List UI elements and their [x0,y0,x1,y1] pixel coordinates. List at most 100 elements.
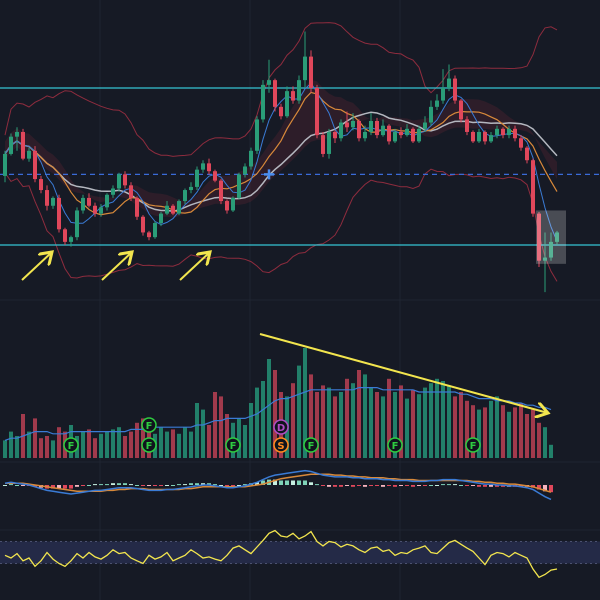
candle [147,230,151,241]
candle-body [393,131,397,142]
candle [27,147,31,162]
candle-body [159,213,163,224]
macd-histogram-bar [261,480,265,485]
macd-histogram-bar [117,483,121,485]
candle [195,166,199,191]
candle [441,69,445,104]
volume-bar [237,418,241,458]
candle [555,230,559,245]
volume-bar [351,383,355,458]
volume-bar [471,405,475,458]
volume-bar [489,400,493,458]
candle [111,185,115,198]
candle [507,125,511,139]
candle-body [117,174,121,189]
macd-histogram-bar [111,483,115,485]
macd-histogram-bar [93,484,97,486]
candle-body [219,180,223,202]
bollinger-upper [4,22,558,157]
macd-histogram-bar [381,485,385,487]
volume-bar [417,394,421,458]
macd-histogram-bar [471,485,475,486]
macd-histogram-bar [357,485,361,486]
signal-marker-s: S [273,437,289,453]
macd-histogram-bar [153,485,157,486]
macd-histogram-bar [87,485,91,486]
candle-body [69,237,73,242]
volume-bar [423,387,427,458]
candle-body [501,128,505,136]
candle [51,196,55,209]
candle-body [303,56,307,81]
crosshair-icon [264,169,274,180]
candle [351,113,355,131]
candle-body [483,131,487,142]
candle [531,158,535,217]
volume-bar [369,387,373,458]
volume-bar [531,409,535,458]
candle-body [327,131,331,154]
candle-body [447,78,451,88]
candle-body [417,128,421,142]
macd-histogram-bar [327,485,331,487]
candle [81,194,85,214]
macd-histogram-bar [141,485,145,486]
candle-body [375,120,379,136]
candle [549,232,553,261]
volume-bar [315,392,319,458]
candle-body [207,163,211,172]
candle-body [51,197,55,206]
candle-body [345,122,349,128]
volume-bar [381,396,385,458]
candle [453,75,457,104]
candle-body [549,241,553,258]
volume-bar [141,418,145,458]
candle [387,124,391,145]
candle [165,201,169,216]
candle-body [21,131,25,159]
candle [513,125,517,142]
candle-body [381,125,385,136]
macd-histogram-bar [399,485,403,486]
volume-bar [27,431,31,458]
candle [201,160,205,173]
macd-histogram-bar [273,479,277,485]
macd-histogram-bar [51,485,55,489]
volume-trend-arrow [259,333,548,413]
candle-body [555,232,559,242]
highlight-box [536,210,566,264]
candle-body [513,128,517,139]
volume-bar [135,422,139,458]
macd-histogram-bar [225,485,229,486]
volume-bar [213,392,217,458]
candle [213,169,217,183]
volume-bar [273,370,277,458]
macd-histogram-bar [519,485,523,487]
signal-marker-f: F [141,437,157,453]
macd-histogram-bar [435,485,439,486]
macd-histogram-bar [63,485,67,489]
volume-bar [303,348,307,458]
candle [525,146,529,164]
macd-histogram-bar [201,483,205,485]
volume-bar [195,403,199,458]
macd-histogram-bar [309,482,313,485]
macd-histogram-bar [99,484,103,486]
macd-histogram-bar [69,485,73,489]
macd-histogram-bar [195,483,199,485]
marker-circle [273,437,289,453]
macd-histogram-bar [345,485,349,486]
volume-bar [327,387,331,458]
macd-panel [3,469,553,501]
candle [219,179,223,205]
candle-body [33,150,37,180]
volume-bar [243,425,247,458]
candle [243,163,247,178]
candle [279,103,283,120]
volume-bar [165,431,169,458]
candle-body [201,163,205,170]
candle-body [171,205,175,214]
